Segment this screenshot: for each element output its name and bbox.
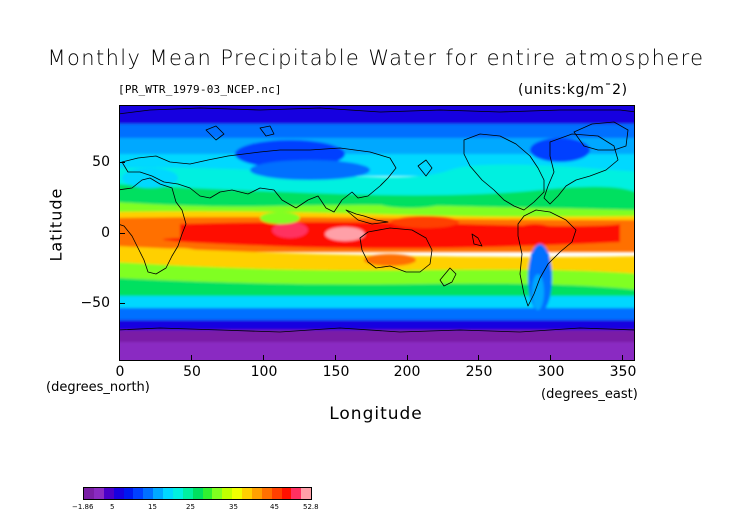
colorbar-swatch (143, 488, 154, 499)
y-axis-unit: (degrees_north) (46, 380, 150, 395)
x-tick-label: 200 (393, 364, 421, 380)
colorbar-label: 52.8 (303, 503, 319, 511)
colorbar-swatch (172, 488, 183, 499)
colorbar-swatch (251, 488, 262, 499)
colorbar-swatch (84, 488, 94, 499)
colorbar-label: 25 (186, 503, 195, 511)
colorbar-swatch (222, 488, 233, 499)
colorbar-swatch (103, 488, 114, 499)
source-filename: [PR_WTR_1979-03_NCEP.nc] (118, 83, 282, 96)
map-plot-area (119, 105, 635, 361)
x-tick-label: 100 (250, 364, 278, 380)
colorbar-swatch (301, 488, 312, 499)
x-tick-350 (622, 355, 623, 360)
colorbar-swatch (153, 488, 163, 499)
colorbar (83, 487, 312, 500)
x-tick-label: 0 (115, 364, 125, 380)
colorbar-swatch (232, 488, 242, 499)
y-tick-label: 0 (101, 225, 110, 241)
field-bands (120, 106, 634, 360)
y-tick-minus50 (120, 303, 125, 304)
x-tick-label: 50 (183, 364, 201, 380)
colorbar-swatch (271, 488, 282, 499)
colorbar-swatch (261, 488, 272, 499)
colorbar-swatch (133, 488, 144, 499)
colorbar-swatch (242, 488, 252, 499)
x-tick-300 (550, 355, 551, 360)
colorbar-swatch (163, 488, 173, 499)
x-tick-label: 300 (537, 364, 565, 380)
y-tick-label: −50 (80, 295, 110, 311)
colorbar-swatch (192, 488, 203, 499)
x-tick-50 (191, 355, 192, 360)
precipitable-water-map (120, 106, 634, 360)
x-axis-unit: (degrees_east) (541, 387, 638, 402)
colorbar-swatch (113, 488, 124, 499)
x-tick-0 (119, 355, 120, 360)
colorbar-label: 15 (148, 503, 157, 511)
x-tick-250 (478, 355, 479, 360)
colorbar-swatch (123, 488, 134, 499)
colorbar-swatch (93, 488, 104, 499)
y-tick-0 (120, 233, 125, 234)
coastlines (120, 107, 634, 333)
x-tick-label: 250 (465, 364, 493, 380)
colorbar-label: 45 (270, 503, 279, 511)
y-tick-50 (120, 162, 125, 163)
x-tick-200 (407, 355, 408, 360)
x-tick-label: 150 (322, 364, 350, 380)
map-title: Monthly Mean Precipitable Water for enti… (47, 46, 705, 70)
x-axis-label: Longitude (329, 404, 423, 424)
y-axis-label: Latitude (46, 187, 66, 262)
colorbar-swatch (212, 488, 223, 499)
colorbar-swatch (281, 488, 292, 499)
colorbar-swatch (291, 488, 302, 499)
colorbar-swatch (202, 488, 213, 499)
y-tick-label: 50 (92, 154, 110, 170)
x-tick-label: 350 (609, 364, 637, 380)
x-tick-150 (335, 355, 336, 360)
units-label: (units:kg/m¯2) (518, 82, 628, 98)
colorbar-label: 5 (110, 503, 115, 511)
colorbar-swatch (182, 488, 193, 499)
x-tick-100 (263, 355, 264, 360)
colorbar-label: −1.86 (72, 503, 94, 511)
colorbar-label: 35 (229, 503, 238, 511)
